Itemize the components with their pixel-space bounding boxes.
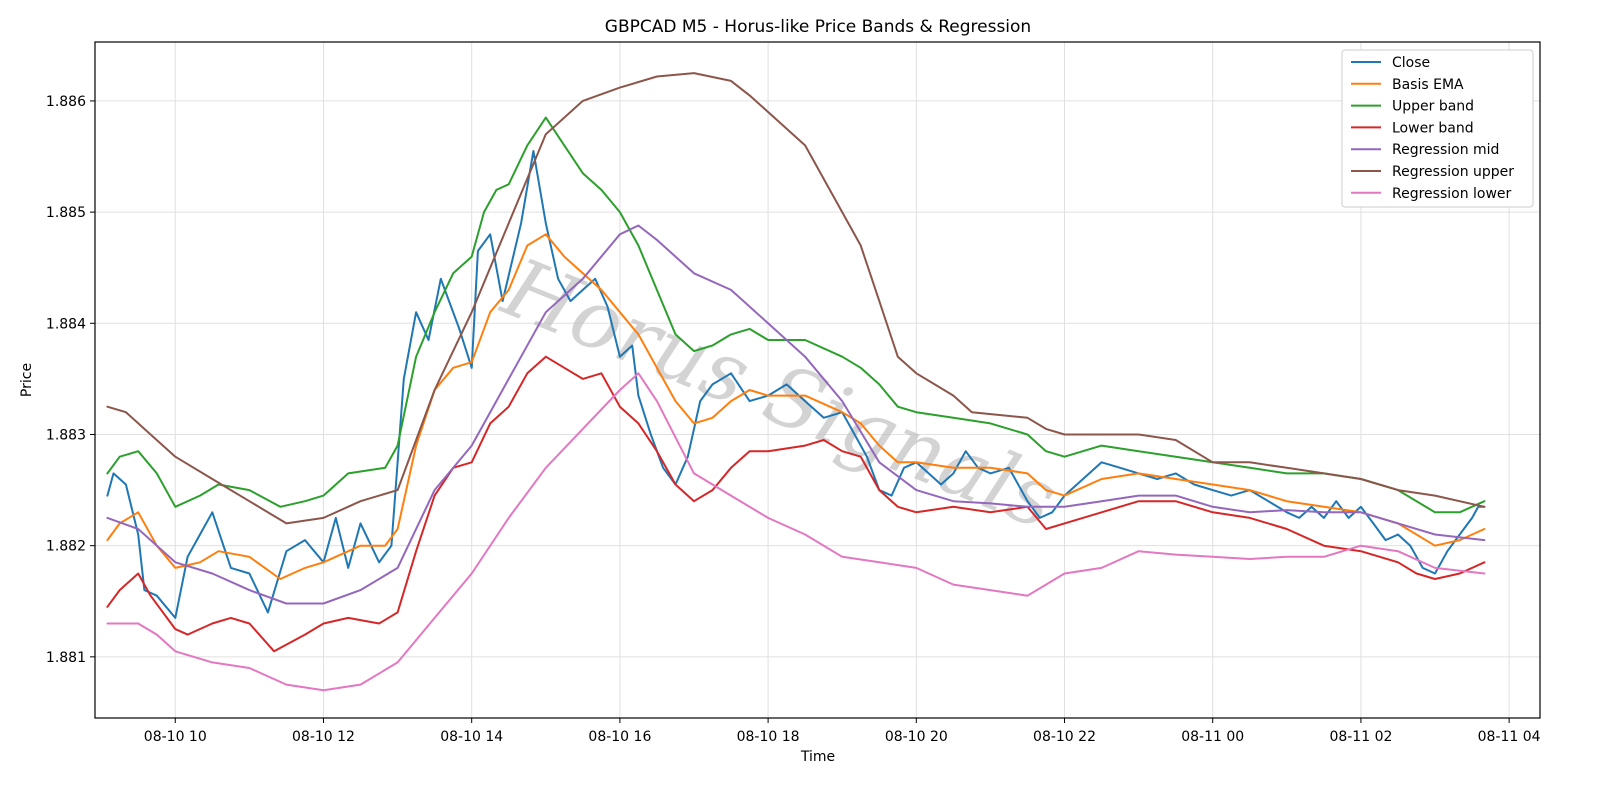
y-tick-label: 1.882 [46, 539, 86, 555]
x-tick-label: 08-10 18 [737, 729, 800, 745]
y-tick-label: 1.885 [46, 205, 86, 221]
x-axis: 08-10 10 08-10 12 08-10 14 08-10 16 08-10 18… [144, 718, 1541, 745]
series-lines [106, 72, 1486, 692]
legend-label-regression-upper: Regression upper [1392, 164, 1514, 180]
x-tick-label: 08-11 00 [1181, 729, 1244, 745]
x-tick-label: 08-10 22 [1033, 729, 1096, 745]
series-line-basis-ema [106, 233, 1486, 580]
y-tick-label: 1.883 [46, 427, 86, 443]
y-axis: 1.881 1.882 1.883 1.884 1.885 1.886 [46, 94, 95, 666]
x-tick-label: 08-10 16 [588, 729, 651, 745]
legend-label-upper-band: Upper band [1392, 99, 1474, 115]
legend-label-close: Close [1392, 55, 1430, 71]
y-tick-label: 1.886 [46, 94, 86, 110]
x-tick-label: 08-11 04 [1478, 729, 1541, 745]
legend-label-regression-lower: Regression lower [1392, 186, 1512, 202]
x-tick-label: 08-11 02 [1329, 729, 1392, 745]
x-tick-label: 08-10 10 [144, 729, 207, 745]
x-tick-label: 08-10 12 [292, 729, 355, 745]
y-tick-label: 1.881 [46, 650, 86, 666]
series-line-lower-band [106, 355, 1486, 653]
series-line-upper-band [106, 116, 1486, 514]
legend-box [1341, 49, 1534, 208]
legend-label-regression-mid: Regression mid [1392, 142, 1499, 158]
x-tick-label: 08-10 14 [440, 729, 503, 745]
plot-frame [94, 41, 1541, 719]
series-line-regression-upper [106, 72, 1486, 525]
series-line-regression-mid [106, 224, 1486, 605]
y-axis-label: Price [19, 363, 35, 397]
series-line-regression-lower [106, 372, 1486, 692]
x-axis-label: Time [800, 749, 835, 765]
legend: Close Basis EMA Upper band Lower band Regres… [1341, 49, 1534, 208]
y-tick-label: 1.884 [46, 316, 86, 332]
legend-label-basis-ema: Basis EMA [1392, 77, 1464, 93]
x-tick-label: 08-10 20 [885, 729, 948, 745]
chart-title: GBPCAD M5 - Horus-like Price Bands & Reg… [605, 17, 1031, 37]
series-line-close [106, 150, 1486, 619]
legend-label-lower-band: Lower band [1392, 120, 1474, 136]
